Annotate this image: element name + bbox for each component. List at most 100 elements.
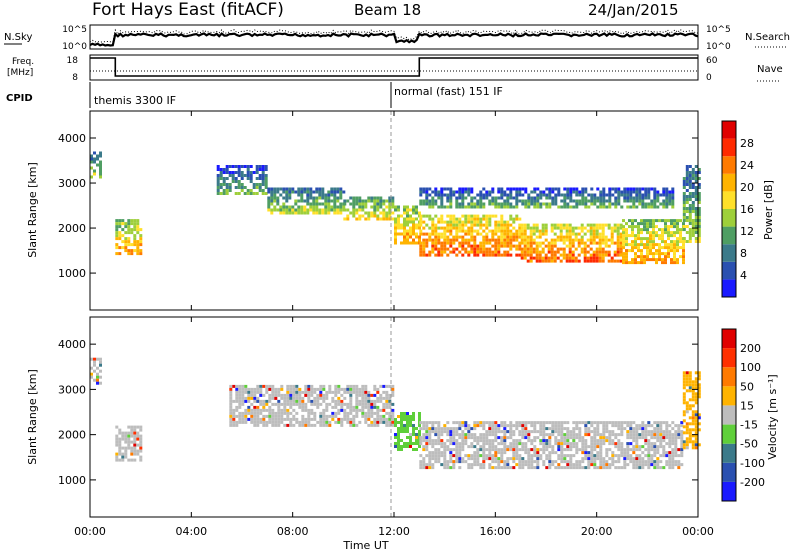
echo-cell (352, 205, 356, 209)
echo-cell (428, 205, 432, 209)
echo-cell (488, 220, 492, 224)
echo-cell (286, 399, 290, 403)
x-tick-label: 00:00 (74, 525, 106, 538)
echo-cell (349, 387, 353, 391)
echo-cell (535, 226, 539, 230)
time-x-axis: 00:00 04:00 08:00 12:00 16:00 20:00 00:00 (74, 111, 714, 538)
echo-cell (653, 445, 657, 449)
echo-cell (318, 202, 322, 206)
echo-cell (244, 399, 248, 403)
echo-cell (325, 420, 329, 424)
echo-cell (479, 199, 483, 203)
echo-cell (232, 423, 236, 427)
echo-cell (605, 463, 609, 467)
echo-cell (394, 208, 397, 212)
echo-cell (400, 232, 403, 236)
echo-cell (449, 190, 453, 194)
echo-cell (241, 390, 245, 394)
echo-cell (355, 402, 359, 406)
echo-cell (397, 205, 400, 209)
echo-cell (542, 421, 546, 425)
echo-cell (548, 187, 552, 191)
echo-cell (623, 454, 627, 458)
echo-cell (253, 399, 257, 403)
echo-cell (409, 241, 412, 245)
echo-cell (566, 202, 570, 206)
echo-cell (229, 420, 233, 424)
echo-cell (559, 229, 563, 233)
echo-cell (503, 223, 507, 227)
echo-cell (418, 238, 421, 242)
echo-cell (631, 243, 634, 247)
echo-cell (434, 226, 438, 230)
echo-cell (261, 177, 265, 180)
echo-cell (394, 235, 397, 239)
echo-cell (554, 427, 558, 431)
echo-cell (337, 402, 341, 406)
echo-cell (271, 387, 275, 391)
echo-cell (434, 235, 438, 239)
echo-cell (283, 405, 287, 409)
echo-cell (685, 428, 689, 432)
echo-cell (115, 440, 119, 444)
echo-cell (434, 433, 438, 437)
echo-cell (622, 258, 625, 262)
echo-cell (355, 217, 359, 221)
echo-cell (697, 443, 701, 447)
echo-cell (425, 427, 429, 431)
echo-cell (688, 386, 692, 390)
echo-cell (367, 199, 371, 203)
echo-cell (673, 240, 676, 244)
echo-cell (574, 226, 578, 230)
echo-cell (652, 225, 655, 229)
echo-cell (661, 219, 664, 223)
echo-cell (539, 205, 543, 209)
echo-cell (626, 430, 630, 434)
echo-cell (560, 427, 564, 431)
echo-cell (638, 448, 642, 452)
echo-cell (406, 205, 409, 209)
echo-cell (565, 259, 569, 263)
echo-cell (331, 390, 335, 394)
echo-cell (593, 193, 597, 197)
echo-cell (364, 217, 368, 221)
echo-cell (306, 190, 310, 194)
echo-cell (521, 421, 525, 425)
colorbar-segment (722, 209, 736, 227)
echo-cell (397, 442, 400, 445)
echo-cell (458, 220, 462, 224)
echo-cell (533, 430, 537, 434)
echo-cell (409, 445, 412, 448)
echo-cell (358, 390, 362, 394)
echo-cell (310, 402, 314, 406)
echo-cell (379, 399, 383, 403)
echo-cell (228, 165, 232, 168)
echo-cell (671, 433, 675, 437)
echo-cell (349, 396, 353, 400)
echo-cell (584, 466, 588, 470)
echo-cell (346, 405, 350, 409)
echo-cell (635, 187, 639, 191)
echo-cell (403, 445, 406, 448)
echo-cell (124, 225, 128, 229)
echo-cell (488, 202, 492, 206)
echo-cell (697, 177, 701, 180)
echo-cell (494, 253, 498, 257)
echo-cell (397, 208, 400, 212)
echo-cell (464, 241, 468, 245)
echo-cell (415, 427, 418, 430)
echo-cell (229, 414, 233, 418)
echo-cell (358, 208, 362, 212)
echo-cell (598, 238, 602, 242)
echo-cell (673, 231, 676, 235)
echo-cell (136, 437, 140, 441)
echo-cell (653, 442, 657, 446)
echo-cell (491, 424, 495, 428)
echo-cell (312, 208, 316, 212)
echo-cell (491, 457, 495, 461)
echo-cell (644, 193, 648, 197)
echo-cell (229, 396, 233, 400)
echo-cell (515, 457, 519, 461)
echo-cell (509, 427, 513, 431)
echo-cell (316, 396, 320, 400)
